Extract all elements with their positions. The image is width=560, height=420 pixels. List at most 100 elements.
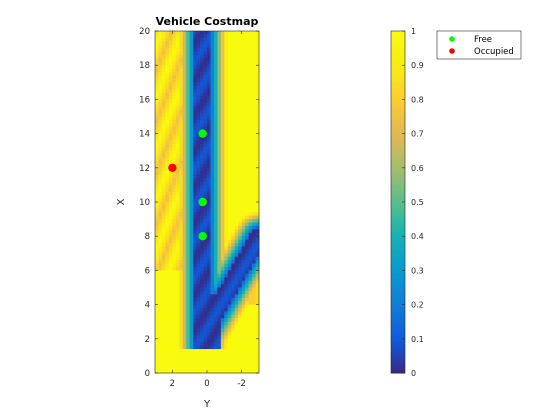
heatmap-cell: [252, 198, 256, 203]
heatmap-cell: [220, 65, 225, 70]
heatmap-cell: [227, 290, 232, 295]
heatmap-cell: [241, 287, 246, 292]
heatmap-cell: [224, 123, 229, 128]
heatmap-cell: [217, 195, 222, 199]
heatmap-cell: [238, 212, 243, 217]
heatmap-cell: [200, 287, 204, 292]
heatmap-cell: [165, 126, 170, 131]
heatmap-cell: [231, 154, 236, 158]
heatmap-cell: [213, 150, 218, 155]
heatmap-cell: [165, 284, 170, 288]
heatmap-cell: [155, 304, 159, 309]
heatmap-cell: [165, 321, 170, 326]
heatmap-cell: [252, 359, 256, 364]
heatmap-cell: [252, 243, 256, 247]
heatmap-cell: [182, 137, 187, 141]
heatmap-cell: [186, 212, 191, 217]
heatmap-cell: [220, 239, 225, 244]
heatmap-cell: [165, 167, 170, 172]
heatmap-cell: [182, 85, 187, 90]
heatmap-cell: [207, 157, 211, 162]
heatmap-cell: [241, 95, 246, 100]
heatmap-cell: [158, 133, 163, 138]
heatmap-cell: [158, 137, 163, 141]
heatmap-cell: [224, 167, 229, 172]
x-tick-label: -2: [237, 379, 245, 389]
heatmap-cell: [220, 294, 225, 299]
heatmap-cell: [210, 195, 215, 199]
y-tick-label: 2: [145, 335, 150, 345]
heatmap-cell: [248, 178, 253, 182]
heatmap-cell: [213, 31, 218, 35]
heatmap-cell: [175, 318, 180, 323]
heatmap-cell: [252, 314, 256, 319]
heatmap-cell: [255, 308, 260, 312]
heatmap-cell: [179, 181, 184, 186]
heatmap-cell: [179, 355, 184, 360]
heatmap-cell: [245, 243, 249, 247]
heatmap-cell: [227, 68, 232, 73]
colorbar-segment: [391, 167, 405, 172]
heatmap-cell: [182, 345, 187, 350]
heatmap-cell: [234, 95, 239, 100]
heatmap-cell: [207, 72, 211, 76]
heatmap-cell: [227, 355, 232, 360]
heatmap-cell: [203, 92, 208, 97]
heatmap-cell: [161, 359, 166, 364]
heatmap-cell: [255, 75, 260, 80]
colorbar-segment: [391, 370, 405, 374]
heatmap-cell: [231, 126, 236, 131]
colorbar-segment: [391, 341, 405, 345]
heatmap-cell: [252, 280, 256, 285]
heatmap-cell: [245, 31, 249, 35]
heatmap-cell: [175, 95, 180, 100]
heatmap-cell: [231, 178, 236, 182]
heatmap-cell: [213, 116, 218, 121]
heatmap-cell: [189, 130, 194, 134]
heatmap-cell: [207, 54, 211, 59]
heatmap-cell: [255, 41, 260, 46]
heatmap-cell: [207, 366, 211, 370]
heatmap-cell: [207, 304, 211, 309]
heatmap-cell: [224, 154, 229, 158]
heatmap-cell: [213, 119, 218, 124]
heatmap-cell: [186, 34, 191, 39]
heatmap-cell: [220, 338, 225, 343]
heatmap-cell: [231, 325, 236, 329]
heatmap-cell: [210, 133, 215, 138]
heatmap-cell: [193, 157, 197, 162]
heatmap-cell: [179, 243, 184, 247]
heatmap-cell: [241, 119, 246, 124]
heatmap-cell: [203, 82, 208, 87]
heatmap-cell: [186, 41, 191, 46]
heatmap-cell: [203, 338, 208, 343]
heatmap-cell: [161, 284, 166, 288]
heatmap-cell: [193, 352, 197, 357]
heatmap-cell: [161, 308, 166, 312]
heatmap-cell: [189, 314, 194, 319]
heatmap-cell: [248, 82, 253, 87]
heatmap-cell: [196, 65, 201, 70]
heatmap-cell: [217, 106, 222, 111]
heatmap-cell: [231, 263, 236, 268]
heatmap-cell: [175, 273, 180, 278]
heatmap-cell: [200, 249, 204, 254]
heatmap-cell: [234, 297, 239, 302]
heatmap-cell: [193, 61, 197, 66]
heatmap-cell: [245, 362, 249, 367]
heatmap-cell: [238, 164, 243, 169]
heatmap-cell: [245, 232, 249, 237]
heatmap-cell: [207, 109, 211, 114]
heatmap-cell: [186, 61, 191, 66]
heatmap-cell: [186, 154, 191, 158]
heatmap-cell: [220, 78, 225, 83]
heatmap-cell: [213, 294, 218, 299]
heatmap-cell: [158, 345, 163, 350]
y-tick-label: 6: [145, 266, 150, 276]
heatmap-cell: [186, 116, 191, 121]
heatmap-cell: [227, 229, 232, 234]
heatmap-cell: [210, 34, 215, 39]
heatmap-cell: [234, 304, 239, 309]
heatmap-cell: [161, 99, 166, 104]
heatmap-cell: [175, 154, 180, 158]
